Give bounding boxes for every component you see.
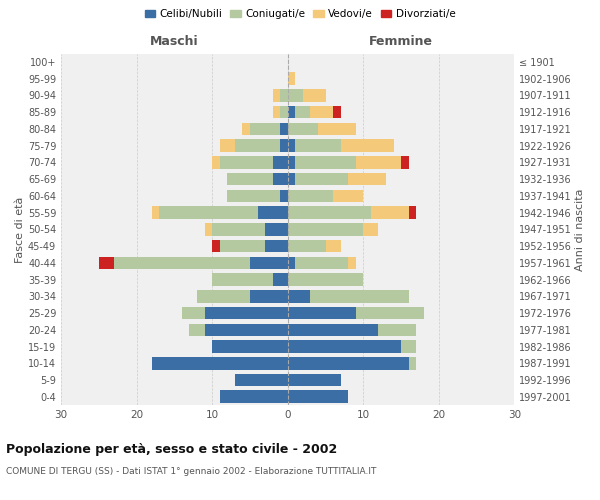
- Bar: [280, 106, 288, 118]
- Bar: [288, 390, 348, 403]
- Bar: [205, 223, 212, 235]
- Bar: [401, 156, 409, 168]
- Bar: [348, 173, 386, 186]
- Bar: [379, 324, 416, 336]
- Legend: Celibi/Nubili, Coniugati/e, Vedovi/e, Divorziati/e: Celibi/Nubili, Coniugati/e, Vedovi/e, Di…: [140, 5, 460, 24]
- Bar: [310, 290, 409, 302]
- Y-axis label: Fasce di età: Fasce di età: [15, 196, 25, 262]
- Bar: [250, 122, 280, 135]
- Y-axis label: Anni di nascita: Anni di nascita: [575, 188, 585, 270]
- Bar: [220, 156, 272, 168]
- Bar: [190, 324, 205, 336]
- Bar: [265, 240, 288, 252]
- Bar: [356, 156, 401, 168]
- Bar: [310, 106, 333, 118]
- Bar: [348, 256, 356, 269]
- Bar: [341, 140, 394, 152]
- Bar: [212, 274, 272, 286]
- Bar: [288, 324, 379, 336]
- Bar: [159, 206, 257, 219]
- Bar: [220, 390, 288, 403]
- Bar: [401, 340, 416, 353]
- Bar: [295, 256, 348, 269]
- Bar: [295, 106, 310, 118]
- Bar: [272, 274, 288, 286]
- Bar: [333, 106, 341, 118]
- Bar: [114, 256, 250, 269]
- Bar: [288, 357, 409, 370]
- Bar: [205, 307, 288, 320]
- Bar: [205, 324, 288, 336]
- Bar: [288, 223, 364, 235]
- Bar: [295, 140, 341, 152]
- Bar: [409, 206, 416, 219]
- Bar: [280, 140, 288, 152]
- Bar: [220, 140, 235, 152]
- Bar: [295, 173, 348, 186]
- Bar: [250, 290, 288, 302]
- Bar: [288, 89, 303, 102]
- Bar: [288, 290, 310, 302]
- Bar: [288, 307, 356, 320]
- Text: Maschi: Maschi: [150, 36, 199, 49]
- Bar: [250, 256, 288, 269]
- Bar: [318, 122, 356, 135]
- Bar: [288, 72, 295, 85]
- Text: Popolazione per età, sesso e stato civile - 2002: Popolazione per età, sesso e stato civil…: [6, 442, 337, 456]
- Bar: [356, 307, 424, 320]
- Bar: [326, 240, 341, 252]
- Text: COMUNE DI TERGU (SS) - Dati ISTAT 1° gennaio 2002 - Elaborazione TUTTITALIA.IT: COMUNE DI TERGU (SS) - Dati ISTAT 1° gen…: [6, 468, 376, 476]
- Bar: [265, 223, 288, 235]
- Bar: [295, 156, 356, 168]
- Bar: [364, 223, 379, 235]
- Bar: [212, 156, 220, 168]
- Bar: [212, 340, 288, 353]
- Bar: [227, 190, 280, 202]
- Bar: [288, 106, 295, 118]
- Bar: [220, 240, 265, 252]
- Bar: [288, 240, 326, 252]
- Bar: [152, 206, 159, 219]
- Bar: [288, 256, 295, 269]
- Bar: [272, 89, 280, 102]
- Bar: [303, 89, 326, 102]
- Bar: [272, 106, 280, 118]
- Bar: [288, 206, 371, 219]
- Bar: [409, 357, 416, 370]
- Bar: [371, 206, 409, 219]
- Bar: [288, 190, 333, 202]
- Bar: [333, 190, 364, 202]
- Bar: [235, 374, 288, 386]
- Bar: [288, 340, 401, 353]
- Bar: [280, 190, 288, 202]
- Bar: [288, 274, 364, 286]
- Bar: [280, 89, 288, 102]
- Bar: [242, 122, 250, 135]
- Bar: [288, 122, 318, 135]
- Bar: [272, 173, 288, 186]
- Bar: [99, 256, 114, 269]
- Bar: [257, 206, 288, 219]
- Bar: [212, 240, 220, 252]
- Text: Femmine: Femmine: [369, 36, 433, 49]
- Bar: [288, 156, 295, 168]
- Bar: [280, 122, 288, 135]
- Bar: [288, 140, 295, 152]
- Bar: [288, 173, 295, 186]
- Bar: [235, 140, 280, 152]
- Bar: [182, 307, 205, 320]
- Bar: [227, 173, 272, 186]
- Bar: [272, 156, 288, 168]
- Bar: [152, 357, 288, 370]
- Bar: [212, 223, 265, 235]
- Bar: [288, 374, 341, 386]
- Bar: [197, 290, 250, 302]
